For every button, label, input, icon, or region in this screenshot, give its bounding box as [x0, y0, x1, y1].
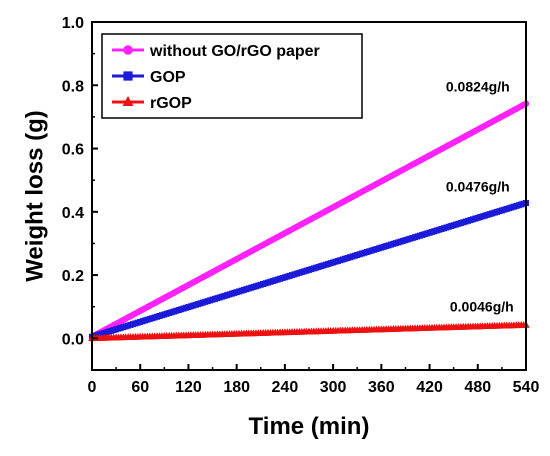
- x-tick-label: 300: [320, 379, 347, 396]
- legend-entry: without GO/rGO paper: [112, 43, 320, 60]
- legend: without GO/rGO paper GOP rGOP: [101, 33, 363, 119]
- x-tick-label: 240: [272, 379, 299, 396]
- x-axis-title: Time (min): [249, 413, 370, 440]
- x-tick-label: 360: [368, 379, 395, 396]
- legend-marker: [122, 96, 134, 106]
- x-tick-label: 120: [175, 379, 202, 396]
- annotation-layer: 0.0824g/h 0.0476g/h 0.0046g/h: [446, 79, 514, 315]
- series-2: [89, 199, 529, 340]
- y-axis-title: Weight loss (g): [21, 110, 48, 282]
- y-tick-label: 0.2: [62, 268, 84, 285]
- x-tick-label: 180: [223, 379, 250, 396]
- x-tick-label: 480: [464, 379, 491, 396]
- legend-label: rGOP: [150, 95, 192, 112]
- rate-annotation: 0.0476g/h: [446, 178, 510, 194]
- x-tick-label: 0: [88, 379, 97, 396]
- y-tick-label: 1.0: [62, 15, 84, 32]
- legend-label: without GO/rGO paper: [149, 43, 320, 60]
- legend-box: [101, 33, 363, 119]
- rate-annotation: 0.0046g/h: [450, 298, 514, 314]
- series-layer: [88, 100, 530, 342]
- x-tick-label: 420: [416, 379, 443, 396]
- y-tick-label: 0.4: [62, 205, 84, 222]
- y-tick-label: 0.0: [62, 331, 84, 348]
- series-3: [88, 320, 530, 342]
- x-tick-label: 60: [131, 379, 149, 396]
- legend-entry: GOP: [112, 69, 186, 86]
- x-tick-label: 540: [513, 379, 540, 396]
- legend-marker: [123, 45, 133, 55]
- series-1: [88, 100, 530, 340]
- rate-annotation: 0.0824g/h: [446, 79, 510, 95]
- legend-label: GOP: [150, 69, 186, 86]
- ticks-layer: 0 60 120 180 240 300 360 420 480 540 0.0 0.2 0.4 0.6 0…: [62, 15, 540, 396]
- legend-entry: rGOP: [112, 95, 192, 112]
- legend-marker: [123, 71, 133, 81]
- y-tick-label: 0.6: [62, 142, 84, 159]
- y-tick-label: 0.8: [62, 78, 84, 95]
